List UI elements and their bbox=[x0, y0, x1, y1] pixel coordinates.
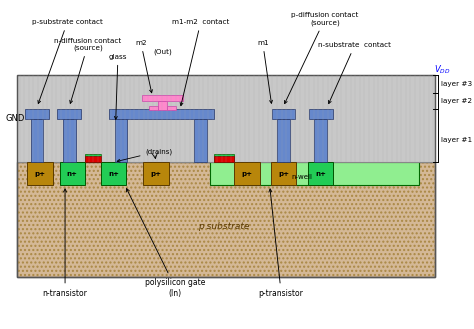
Text: p-transistor: p-transistor bbox=[259, 189, 303, 297]
Bar bbox=[214, 156, 234, 162]
Text: polysilicon gate
(In): polysilicon gate (In) bbox=[127, 189, 206, 297]
Bar bbox=[101, 162, 126, 185]
Text: n-transistor: n-transistor bbox=[43, 189, 88, 297]
Text: m1-m2  contact: m1-m2 contact bbox=[172, 19, 229, 106]
Text: n-well: n-well bbox=[292, 174, 312, 180]
Text: glass: glass bbox=[109, 54, 127, 119]
Text: m2: m2 bbox=[135, 40, 153, 93]
Text: n+: n+ bbox=[108, 171, 119, 177]
Bar bbox=[63, 118, 76, 162]
Bar bbox=[271, 162, 296, 185]
Text: layer #3: layer #3 bbox=[441, 81, 472, 87]
Bar bbox=[214, 154, 234, 162]
Bar bbox=[309, 109, 333, 118]
Bar bbox=[234, 162, 260, 185]
Bar bbox=[27, 162, 53, 185]
Text: p+: p+ bbox=[150, 171, 161, 177]
Text: $V_{DD}$: $V_{DD}$ bbox=[434, 64, 450, 77]
Bar bbox=[272, 109, 295, 118]
Text: layer #1: layer #1 bbox=[441, 138, 472, 143]
Text: p+: p+ bbox=[35, 171, 46, 177]
Text: GND: GND bbox=[5, 114, 25, 123]
Bar bbox=[17, 75, 435, 277]
Bar bbox=[17, 75, 435, 162]
Text: n-substrate  contact: n-substrate contact bbox=[318, 42, 391, 104]
Bar bbox=[142, 95, 183, 101]
Text: p+: p+ bbox=[278, 171, 289, 177]
Bar bbox=[194, 118, 207, 162]
Bar bbox=[158, 101, 167, 110]
Bar bbox=[167, 106, 176, 110]
Text: (Out): (Out) bbox=[153, 48, 172, 55]
Bar bbox=[85, 154, 101, 162]
Text: n+: n+ bbox=[67, 171, 78, 177]
Bar bbox=[308, 162, 333, 185]
Bar bbox=[60, 162, 85, 185]
Bar bbox=[143, 162, 169, 185]
Text: p+: p+ bbox=[241, 171, 252, 177]
Bar bbox=[25, 109, 49, 118]
Bar bbox=[314, 118, 327, 162]
Text: p-diffusion contact
(source): p-diffusion contact (source) bbox=[284, 12, 358, 104]
Bar bbox=[85, 156, 101, 162]
Bar bbox=[57, 109, 81, 118]
Text: p-substrate contact: p-substrate contact bbox=[32, 19, 103, 103]
Text: (drains): (drains) bbox=[117, 148, 173, 162]
Bar bbox=[277, 118, 290, 162]
Text: n-diffusion contact
(source): n-diffusion contact (source) bbox=[55, 38, 122, 103]
Bar bbox=[17, 162, 435, 277]
Text: layer #2: layer #2 bbox=[441, 98, 472, 104]
Bar bbox=[31, 118, 44, 162]
Text: p substrate: p substrate bbox=[198, 222, 249, 231]
Bar bbox=[109, 109, 215, 118]
Text: n+: n+ bbox=[315, 171, 326, 177]
Text: m1: m1 bbox=[257, 40, 273, 103]
Bar bbox=[210, 162, 419, 185]
Bar bbox=[17, 162, 435, 277]
Bar bbox=[149, 106, 158, 110]
Bar bbox=[115, 118, 127, 162]
